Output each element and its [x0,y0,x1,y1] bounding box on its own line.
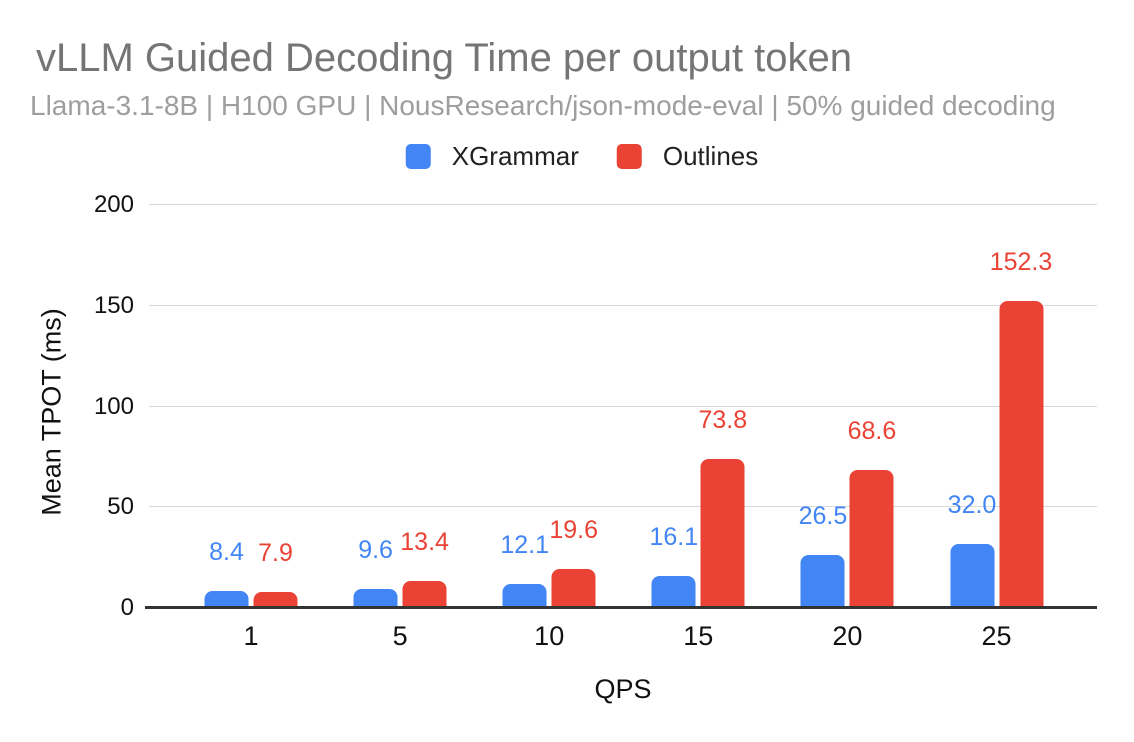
bar-outlines-qps-1: 7.9 [253,539,298,608]
bar-group-qps-5: 9.6 13.4 5 [353,205,449,651]
value-label-outlines-qps-10: 19.6 [549,515,599,544]
value-label-xgrammar-qps-1: 8.4 [209,538,244,567]
bar-group-qps-10: 12.1 19.6 10 [500,205,598,651]
value-label-xgrammar-qps-25: 32.0 [947,490,997,519]
gridline-150 [149,304,1097,306]
bar-group-qps-15: 16.1 73.8 15 [649,205,747,651]
legend-item-outlines[interactable]: Outlines [616,141,759,172]
bar-outlines-qps-25: 152.3 [990,248,1052,608]
value-label-outlines-qps-15: 73.8 [698,406,748,435]
y-tick-label-100: 100 [93,392,134,420]
bar-xgrammar-qps-1: 8.4 [204,538,249,608]
bar-outlines-qps-20: 68.6 [848,417,896,608]
plot-area: 0 50 100 150 200 8.4 7.9 1 9.6 13.4 5 12.1 19.6 10 16.… [94,191,1097,651]
xgrammar-swatch-icon [405,144,431,169]
x-axis-title: QPS [594,674,652,704]
x-tick-label-1: 1 [243,621,259,651]
bar-group-qps-25: 32.0 152.3 25 [948,205,1053,651]
x-tick-label-25: 25 [981,621,1012,651]
bar-xgrammar-qps-20: 26.5 [799,502,847,608]
gridline-50 [149,506,1097,508]
value-label-xgrammar-qps-15: 16.1 [649,522,699,551]
x-axis-line [145,606,1097,609]
value-label-outlines-qps-25: 152.3 [989,248,1053,277]
value-label-xgrammar-qps-10: 12.1 [500,530,550,559]
x-tick-label-5: 5 [392,621,408,651]
y-tick-label-50: 50 [107,493,134,521]
outlines-swatch-icon [616,144,642,169]
bar-xgrammar-qps-10: 12.1 [500,531,549,608]
legend: XGrammar Outlines [405,141,759,172]
bar-outlines-qps-15: 73.8 [698,406,747,608]
legend-label-xgrammar: XGrammar [451,141,579,171]
legend-item-xgrammar[interactable]: XGrammar [405,141,579,172]
bar-group-qps-1: 8.4 7.9 1 [204,205,298,651]
bar-outlines-qps-5: 13.4 [400,528,449,608]
y-tick-label-200: 200 [93,191,134,218]
y-axis-title: Mean TPOT (ms) [36,308,67,516]
bar-xgrammar-qps-15: 16.1 [649,523,698,608]
value-label-outlines-qps-1: 7.9 [258,539,293,568]
legend-label-outlines: Outlines [662,141,759,171]
chart-subtitle: Llama-3.1-8B | H100 GPU | NousResearch/j… [30,90,1056,121]
value-label-xgrammar-qps-5: 9.6 [358,535,393,564]
y-tick-label-0: 0 [120,594,134,621]
chart-title: vLLM Guided Decoding Time per output tok… [36,36,853,80]
value-label-outlines-qps-20: 68.6 [847,416,897,445]
gridline-100 [149,405,1097,407]
value-label-outlines-qps-5: 13.4 [400,528,449,556]
bar-xgrammar-qps-25: 32.0 [948,491,996,608]
bar-xgrammar-qps-5: 9.6 [353,536,398,608]
bar-group-qps-20: 26.5 68.6 20 [799,205,897,651]
x-tick-label-20: 20 [832,621,863,651]
x-tick-label-15: 15 [683,621,714,651]
y-tick-label-150: 150 [93,291,134,319]
x-tick-label-10: 10 [534,621,565,651]
value-label-xgrammar-qps-20: 26.5 [798,501,848,530]
bar-outlines-qps-10: 19.6 [549,516,598,608]
gridline-200 [149,204,1097,205]
